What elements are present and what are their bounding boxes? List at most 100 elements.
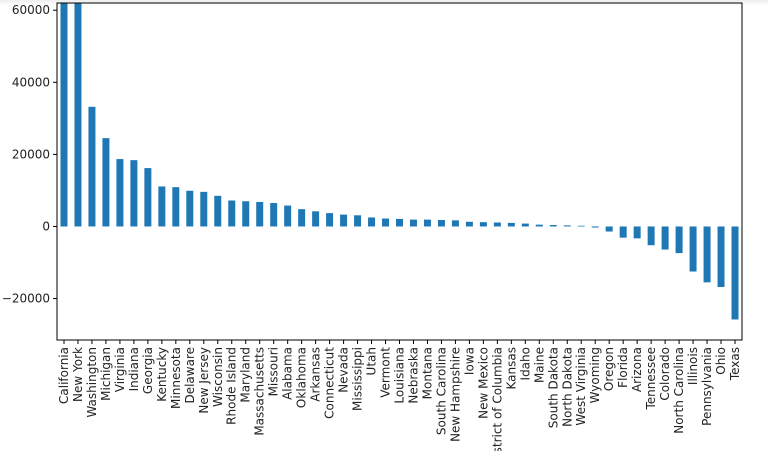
- bar-vermont: [382, 218, 390, 227]
- y-axis: −20000 0 20000 40000 60000: [2, 3, 57, 306]
- x-tick-label: Louisiana: [393, 347, 407, 404]
- x-tick-label: District of Columbia: [490, 347, 504, 451]
- bar-new-jersey: [200, 191, 208, 227]
- x-tick-label: West Virginia: [574, 347, 588, 426]
- x-tick-label: Oklahoma: [295, 347, 309, 408]
- bar-nevada: [340, 214, 348, 227]
- bar-minnesota: [172, 187, 180, 227]
- x-tick-label: Connecticut: [323, 347, 337, 419]
- x-tick-label: Washington: [85, 347, 99, 418]
- x-tick-label: Nebraska: [406, 347, 420, 404]
- y-tick-label: 60000: [12, 3, 50, 17]
- x-tick-label: Colorado: [658, 347, 672, 401]
- y-tick-label: 20000: [12, 147, 50, 161]
- bar-district-of-columbia: [493, 222, 501, 227]
- y-tick-label: −20000: [2, 292, 50, 306]
- bar-arkansas: [312, 211, 320, 227]
- x-tick-label: Utah: [365, 347, 379, 375]
- x-tick-label: California: [57, 347, 71, 404]
- bar-maine: [535, 224, 543, 227]
- x-tick-label: Maine: [532, 347, 546, 383]
- x-tick-label: Ohio: [714, 347, 728, 375]
- bar-missouri: [270, 203, 278, 227]
- bar-new-mexico: [479, 222, 487, 227]
- bar-pennsylvania: [703, 226, 711, 283]
- bar-new-york: [74, 3, 82, 227]
- bar-west-virginia: [577, 225, 585, 227]
- bar-rhode-island: [228, 200, 236, 227]
- x-tick-label: Texas: [728, 347, 742, 381]
- bar-mississippi: [354, 215, 362, 227]
- x-tick-label: Missouri: [267, 347, 281, 396]
- x-tick-label: Mississippi: [351, 347, 365, 411]
- bar-massachusetts: [256, 201, 264, 227]
- bar-south-carolina: [437, 219, 445, 227]
- bar-louisiana: [396, 218, 403, 227]
- bar-new-hampshire: [451, 220, 459, 227]
- bar-oregon: [605, 226, 613, 232]
- x-tick-label: Wyoming: [588, 347, 602, 403]
- bar-maryland: [242, 201, 250, 227]
- bar-montana: [423, 219, 431, 227]
- bar-arizona: [633, 226, 641, 239]
- bar-wyoming: [591, 226, 599, 228]
- x-tick-label: Wisconsin: [211, 347, 225, 407]
- bar-iowa: [465, 221, 473, 227]
- x-tick-label: Nevada: [337, 347, 351, 393]
- x-tick-label: Alabama: [281, 347, 295, 400]
- x-tick-label: Michigan: [99, 347, 113, 401]
- x-tick-label: Iowa: [462, 347, 476, 375]
- bar-connecticut: [326, 213, 334, 227]
- bar-indiana: [130, 160, 138, 227]
- plot-frame: [56, 2, 743, 341]
- x-tick-label: Maryland: [239, 347, 253, 403]
- bar-north-carolina: [675, 226, 683, 254]
- y-tick-label: 40000: [12, 75, 50, 89]
- x-tick-label: Virginia: [113, 347, 127, 392]
- bar-delaware: [186, 190, 194, 227]
- x-tick-label: Idaho: [518, 347, 532, 380]
- x-tick-label: Minnesota: [169, 347, 183, 409]
- bar-north-dakota: [563, 225, 571, 227]
- x-tick-label: Pennsylvania: [700, 347, 714, 426]
- bar-california: [60, 3, 68, 227]
- x-tick-label: Kentucky: [155, 347, 169, 402]
- x-tick-label: Tennessee: [644, 347, 658, 411]
- bar-washington: [88, 106, 96, 227]
- bar-florida: [619, 226, 627, 238]
- bar-utah: [368, 217, 376, 227]
- x-tick-label: Kansas: [504, 347, 518, 389]
- x-tick-label: New Hampshire: [448, 347, 462, 442]
- bar-oklahoma: [298, 209, 306, 227]
- x-tick-label: South Carolina: [434, 347, 448, 435]
- x-axis: California New York Washington Michigan Virg…: [57, 340, 742, 451]
- bars-group: [60, 3, 739, 320]
- bar-nebraska: [409, 219, 417, 227]
- x-tick-label: Arkansas: [309, 347, 323, 402]
- x-tick-label: Rhode Island: [225, 347, 239, 425]
- x-tick-label: South Dakota: [546, 347, 560, 428]
- x-tick-label: Indiana: [127, 347, 141, 391]
- x-tick-label: North Dakota: [560, 347, 574, 427]
- x-tick-label: Massachusetts: [253, 347, 267, 436]
- bar-georgia: [144, 168, 152, 227]
- bar-texas: [731, 226, 739, 320]
- x-tick-label: Oregon: [602, 347, 616, 391]
- x-tick-label: Vermont: [379, 347, 393, 398]
- bar-kentucky: [158, 186, 166, 227]
- x-tick-label: Georgia: [141, 347, 155, 394]
- x-tick-label: North Carolina: [672, 347, 686, 434]
- bar-alabama: [284, 205, 292, 227]
- x-tick-label: Illinois: [686, 347, 700, 385]
- bar-illinois: [689, 226, 697, 272]
- x-tick-label: New Mexico: [476, 347, 490, 419]
- bar-wisconsin: [214, 195, 222, 227]
- y-tick-label: 0: [42, 219, 50, 233]
- bar-michigan: [102, 138, 110, 227]
- x-tick-label: New York: [71, 347, 85, 402]
- bar-tennessee: [647, 226, 655, 246]
- bar-colorado: [661, 226, 669, 250]
- bar-idaho: [521, 223, 529, 227]
- x-tick-label: New Jersey: [197, 347, 211, 414]
